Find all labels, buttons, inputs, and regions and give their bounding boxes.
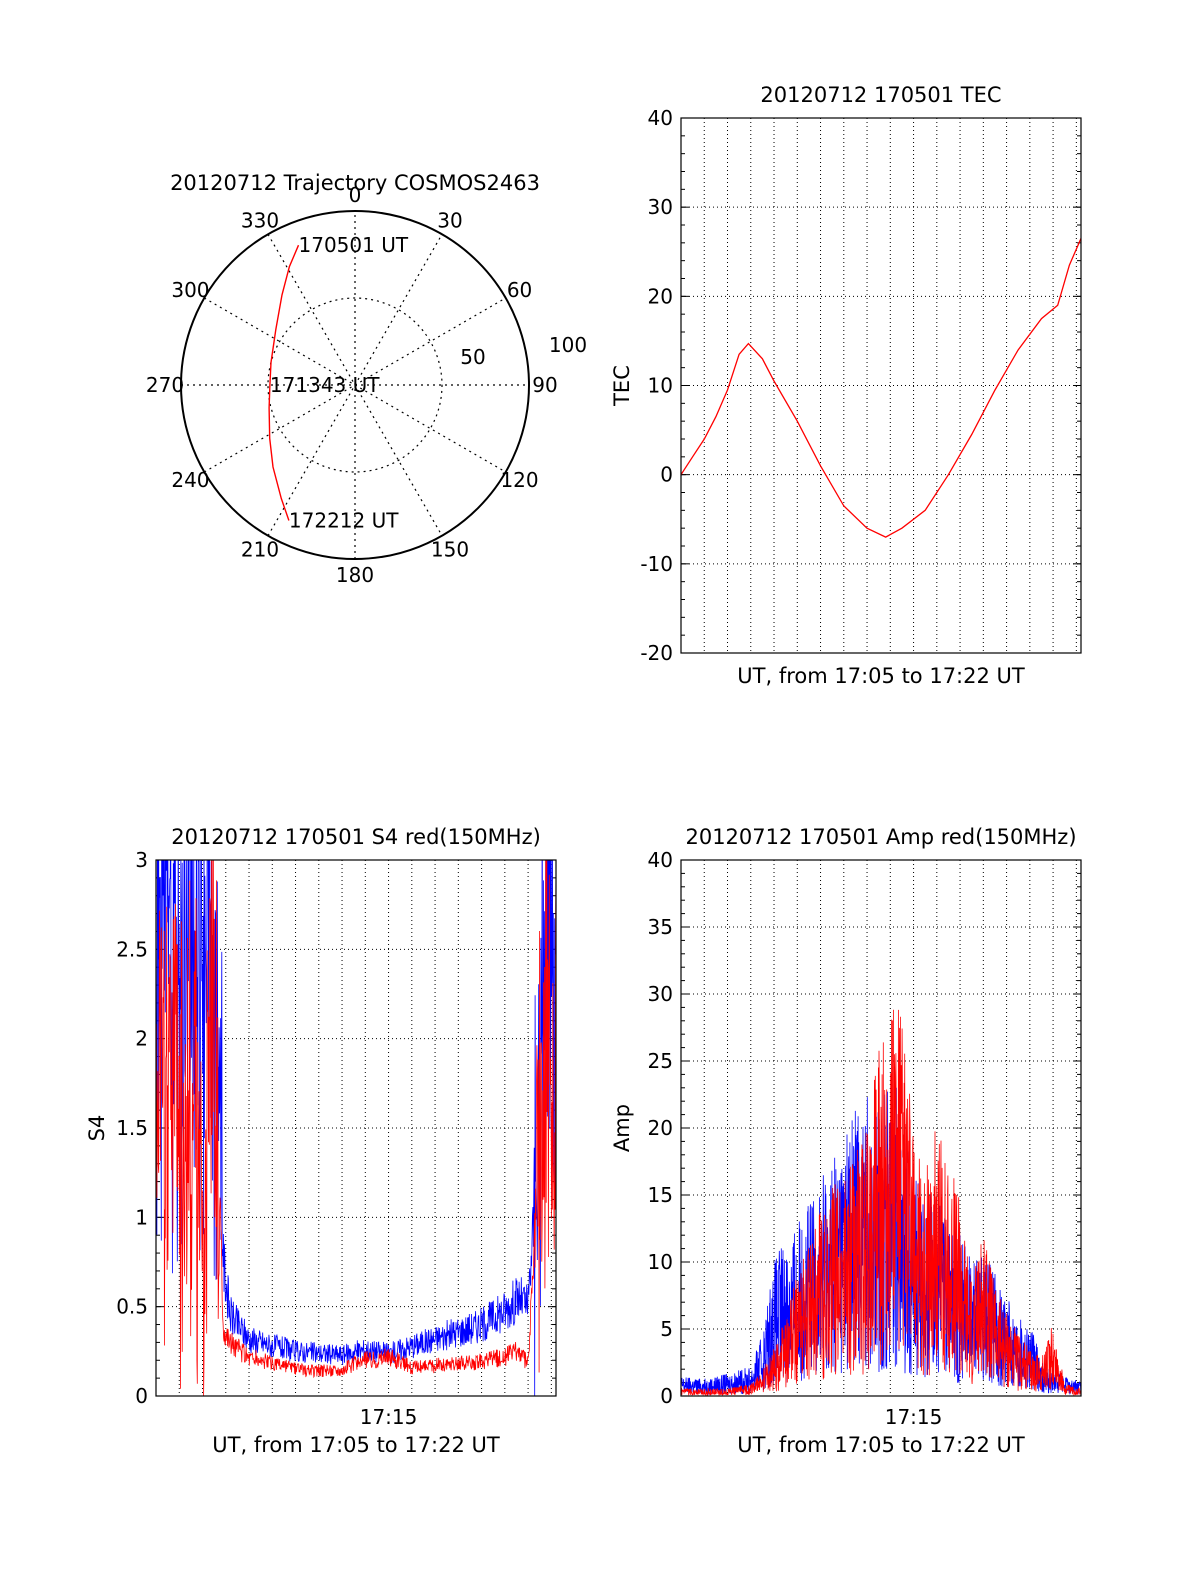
- x-axis-label: UT, from 17:05 to 17:22 UT: [737, 1433, 1025, 1457]
- polar-azimuth-label: 270: [146, 373, 184, 397]
- y-tick-label: 25: [648, 1049, 673, 1073]
- y-tick-label: 5: [660, 1317, 673, 1341]
- plot-frame: [680, 859, 1082, 1397]
- y-tick-label: 15: [648, 1183, 673, 1207]
- trajectory-time-label: 172212 UT: [289, 509, 399, 533]
- polar-azimuth-label: 210: [241, 538, 279, 562]
- y-tick-label: 1.5: [116, 1116, 148, 1140]
- polar-azimuth-label: 60: [507, 278, 532, 302]
- trajectory-time-label: 171343 UT: [270, 373, 380, 397]
- polar-azimuth-label: 30: [437, 208, 462, 232]
- y-tick-label: 2: [135, 1027, 148, 1051]
- x-axis-label: UT, from 17:05 to 17:22 UT: [212, 1433, 500, 1457]
- plot-frame: [680, 117, 1082, 654]
- polar-azimuth-label: 240: [171, 468, 209, 492]
- y-axis-label: Amp: [610, 1104, 634, 1152]
- x-axis-label: UT, from 17:05 to 17:22 UT: [737, 664, 1025, 688]
- series-line: [156, 860, 556, 1396]
- y-tick-label: -20: [640, 641, 673, 665]
- trajectory-time-label: 170501 UT: [299, 233, 409, 257]
- polar-radial-label: 50: [460, 345, 485, 369]
- polar-azimuth-label: 300: [171, 278, 209, 302]
- y-tick-label: 30: [648, 982, 673, 1006]
- polar-spoke: [267, 234, 443, 536]
- y-tick-label: 35: [648, 915, 673, 939]
- y-tick-label: 0.5: [116, 1295, 148, 1319]
- polar-inner-circle: [267, 297, 443, 473]
- polar-azimuth-label: 90: [532, 373, 557, 397]
- y-tick-label: 20: [648, 284, 673, 308]
- panel-title: 20120712 170501 S4 red(150MHz): [171, 825, 541, 849]
- y-tick-label: 40: [648, 848, 673, 872]
- series-line: [156, 860, 556, 1396]
- trajectory-line: [268, 244, 300, 521]
- y-tick-label: 40: [648, 106, 673, 130]
- polar-azimuth-label: 0: [349, 183, 362, 207]
- y-tick-label: 3: [135, 848, 148, 872]
- y-tick-label: 10: [648, 374, 673, 398]
- y-tick-label: 1: [135, 1205, 148, 1229]
- y-tick-label: 0: [660, 463, 673, 487]
- y-tick-label: 10: [648, 1250, 673, 1274]
- series-line: [681, 238, 1081, 538]
- polar-azimuth-label: 120: [500, 468, 538, 492]
- y-axis-label: TEC: [610, 365, 634, 407]
- y-tick-label: 0: [660, 1384, 673, 1408]
- y-tick-label: -10: [640, 552, 673, 576]
- polar-title: 20120712 Trajectory COSMOS2463: [170, 171, 540, 195]
- polar-azimuth-label: 180: [336, 563, 374, 587]
- polar-azimuth-label: 150: [431, 538, 469, 562]
- x-tick-label: 17:15: [885, 1405, 943, 1429]
- plot-frame: [155, 859, 557, 1397]
- polar-azimuth-label: 330: [241, 208, 279, 232]
- y-tick-label: 20: [648, 1116, 673, 1140]
- series-line: [681, 1009, 1081, 1396]
- y-tick-label: 2.5: [116, 937, 148, 961]
- y-axis-label: S4: [85, 1115, 109, 1142]
- polar-radial-label: 100: [549, 333, 587, 357]
- x-tick-label: 17:15: [360, 1405, 418, 1429]
- y-tick-label: 0: [135, 1384, 148, 1408]
- y-tick-label: 30: [648, 195, 673, 219]
- panel-title: 20120712 170501 TEC: [760, 83, 1001, 107]
- panel-title: 20120712 170501 Amp red(150MHz): [685, 825, 1076, 849]
